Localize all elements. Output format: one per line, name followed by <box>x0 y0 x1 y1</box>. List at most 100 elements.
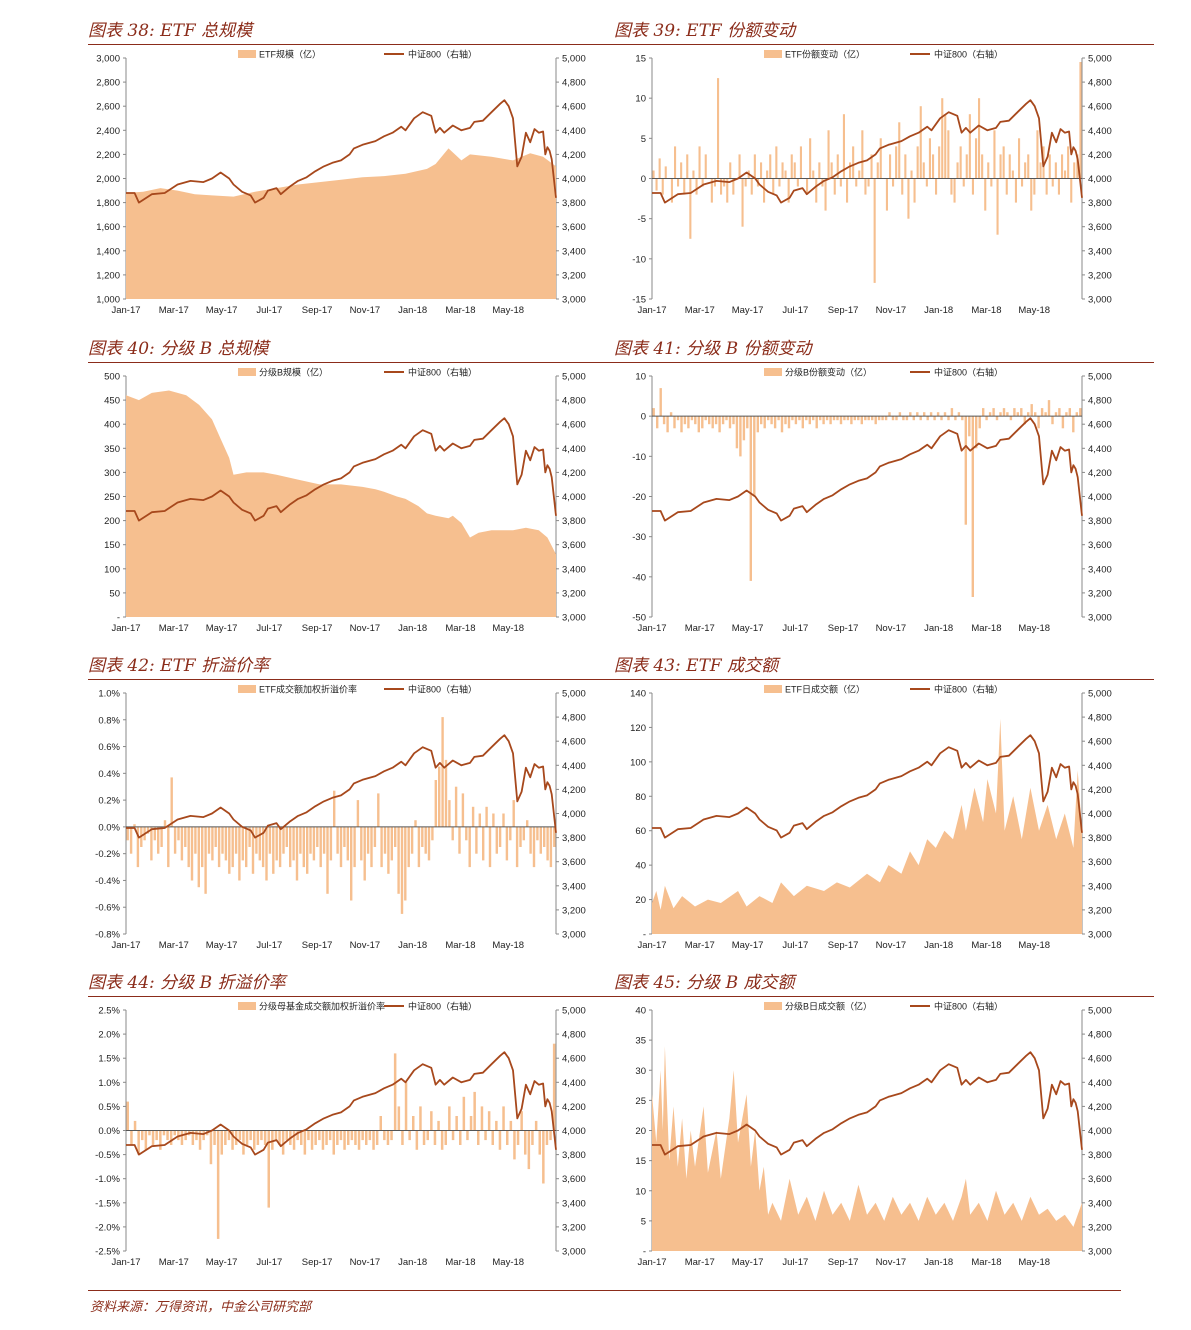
bar <box>255 826 258 854</box>
bar <box>509 826 512 841</box>
bar <box>858 170 861 179</box>
bar <box>302 826 305 868</box>
legend-swatch-bar <box>764 1002 782 1010</box>
y-right-tick-label: 4,000 <box>1088 809 1112 820</box>
chart-39: -15 -10 -5 0 5 10 15 3,000 3,200 3,400 3,600 3,800 4… <box>632 49 1112 317</box>
y-right-tick-label: 3,600 <box>562 222 586 233</box>
bar <box>962 178 965 187</box>
bar <box>325 1130 328 1145</box>
bar <box>451 826 454 841</box>
bar <box>870 154 873 179</box>
bar <box>1002 146 1005 179</box>
y-left-tick-label: 1,200 <box>96 270 120 281</box>
bar <box>180 1130 184 1145</box>
y-right-tick-label: 3,800 <box>1088 1150 1112 1161</box>
x-tick-label: May-17 <box>732 305 764 316</box>
bar <box>710 178 713 203</box>
bar <box>543 826 546 847</box>
y-left-tick-label: 2.5% <box>98 1006 120 1017</box>
bar <box>775 146 778 179</box>
bar <box>749 416 752 581</box>
bar <box>1051 178 1054 187</box>
y-right-tick-label: 3,200 <box>1088 905 1112 916</box>
bar <box>763 178 766 203</box>
bar <box>690 416 694 421</box>
bar <box>936 412 940 417</box>
bar <box>231 826 234 868</box>
bar <box>805 416 808 421</box>
bar <box>809 138 812 179</box>
y-left-tick-label: 1,800 <box>96 198 120 209</box>
x-tick-label: Jan-18 <box>398 623 427 634</box>
bar <box>742 416 746 441</box>
y-left-tick-label: -20 <box>632 492 646 503</box>
title-rule <box>88 362 628 363</box>
y-left-tick-label: 15 <box>635 54 646 65</box>
bar <box>815 178 818 203</box>
bar <box>404 826 407 901</box>
bar <box>397 826 400 894</box>
y-left-tick-label: 2,200 <box>96 150 120 161</box>
y-left-tick-label: 60 <box>635 826 646 837</box>
y-left-tick-label: 1.5% <box>98 1054 120 1065</box>
bar <box>529 826 532 854</box>
bar <box>431 826 434 841</box>
bar <box>300 1130 303 1145</box>
bar <box>680 416 683 433</box>
chart-panel-41: 图表 41: 分级 B 份额变动 -50 -40 -30 -20 -10 0 10 3,000… <box>614 334 1154 646</box>
bar <box>666 416 669 433</box>
bar <box>475 826 478 854</box>
bar <box>975 138 978 179</box>
y-left-tick-label: 1.0% <box>98 689 120 700</box>
bar <box>1073 162 1076 179</box>
bar <box>397 1106 401 1131</box>
bar <box>732 178 735 195</box>
x-tick-label: Mar-18 <box>971 305 1001 316</box>
legend-label: 分级B规模（亿） <box>259 367 328 378</box>
x-tick-label: Nov-17 <box>350 305 381 316</box>
bar <box>932 154 935 179</box>
bar <box>271 1130 274 1150</box>
bar <box>198 1130 202 1150</box>
y-right-tick-label: 4,400 <box>1088 126 1112 137</box>
y-left-tick-label: 0.5% <box>98 1102 120 1113</box>
bar <box>999 154 1002 179</box>
bar <box>1027 412 1030 417</box>
y-right-tick-label: 4,000 <box>1088 492 1112 503</box>
bar <box>492 813 495 827</box>
bar <box>312 826 316 861</box>
bar <box>278 1130 281 1145</box>
y-right-tick-label: 4,200 <box>562 1102 586 1113</box>
bar <box>231 1130 234 1150</box>
legend-label: 中证800（右轴） <box>934 49 1003 60</box>
bar <box>1006 412 1009 417</box>
bar <box>173 826 177 854</box>
bar <box>784 416 787 425</box>
bar <box>781 162 784 179</box>
bar <box>1045 178 1048 195</box>
bar <box>714 416 718 425</box>
bar <box>307 1130 310 1141</box>
bar <box>204 826 207 894</box>
bar <box>796 178 799 187</box>
bar <box>160 826 163 847</box>
y-left-tick-label: 10 <box>635 94 646 105</box>
bar <box>375 1130 379 1145</box>
chart-panel-38: 图表 38: ETF 总规模 1,000 1,200 1,400 1,600 1,800… <box>88 16 628 328</box>
bar <box>433 1130 437 1145</box>
bar <box>180 826 184 861</box>
bar <box>746 416 749 429</box>
bar <box>919 416 922 421</box>
bar <box>895 146 898 179</box>
bar <box>922 162 925 179</box>
bar <box>812 416 815 421</box>
x-tick-label: Jan-17 <box>111 940 140 951</box>
bar <box>506 1130 509 1145</box>
bar <box>516 1130 520 1145</box>
chart-title: 图表 42: ETF 折溢价率 <box>88 656 270 676</box>
bar <box>272 826 275 874</box>
bar <box>173 1130 176 1136</box>
bar <box>542 1130 545 1184</box>
y-left-tick-label: 150 <box>104 540 120 551</box>
bar <box>728 416 732 429</box>
